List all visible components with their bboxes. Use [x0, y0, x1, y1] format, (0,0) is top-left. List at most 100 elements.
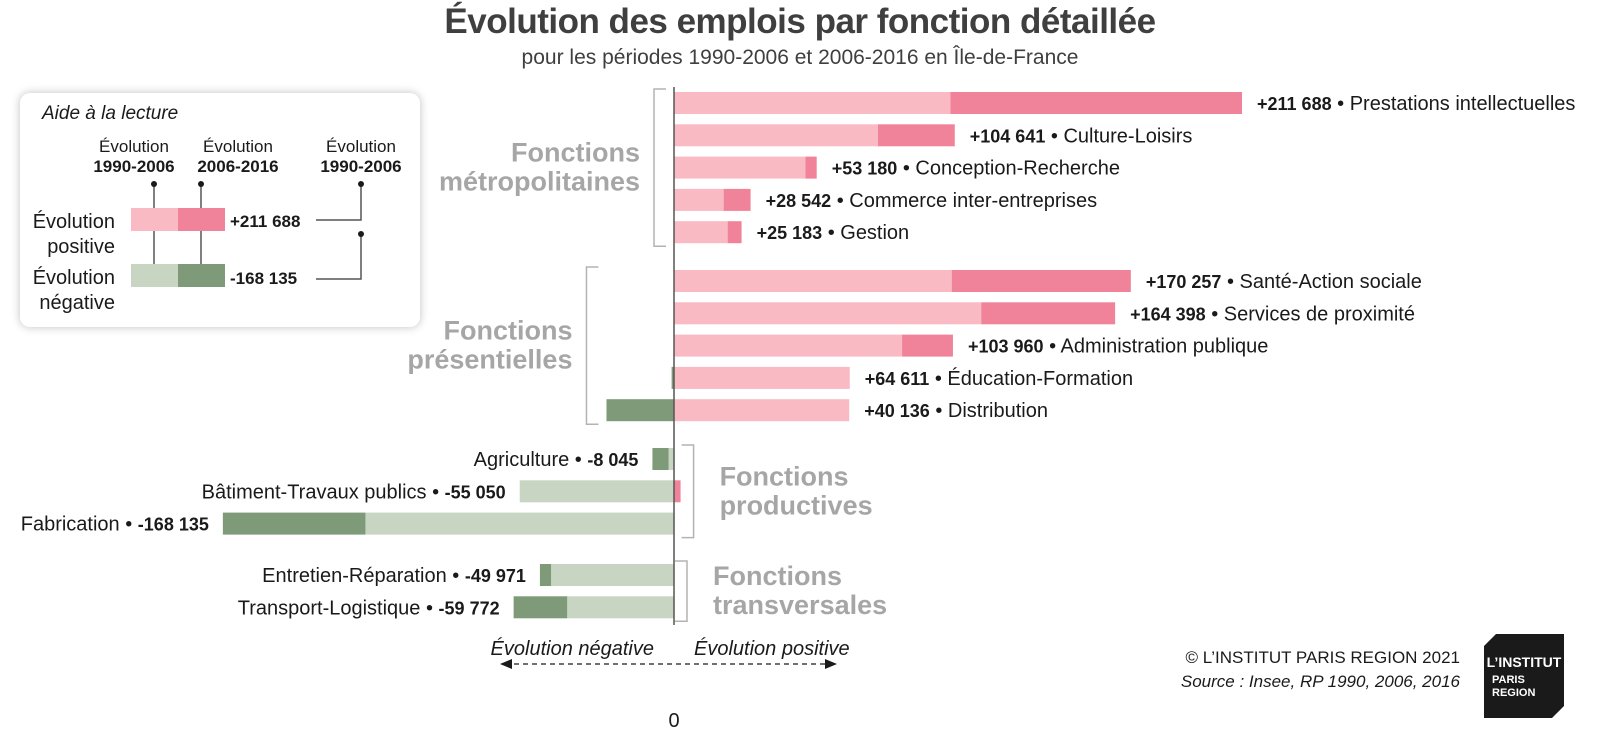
bar-administration-publique-2006-2016 [902, 334, 953, 357]
bar-gestion-2006-2016 [727, 221, 742, 244]
bar-agriculture-1990-2006 [668, 448, 674, 470]
group-label-fonctions-metropolitaines: métropolitaines [439, 167, 640, 197]
category-label: • Services de proximité [1206, 303, 1415, 325]
value-label: +40 136 [864, 401, 930, 421]
legend-negative-value: -168 135 [230, 269, 297, 288]
bar-transport-logistique-1990-2006 [567, 596, 674, 619]
legend-swatch-pos-2006-2016 [178, 208, 225, 231]
bar-education-formation-2006-2016 [671, 366, 674, 389]
bar-gestion-1990-2006 [674, 221, 728, 244]
label-batiment-travaux-publics: Bâtiment-Travaux publics • -55 050 [202, 481, 506, 503]
bar-entretien-reparation-2006-2016 [539, 564, 552, 586]
bar-education-formation-1990-2006 [674, 366, 850, 389]
bar-transport-logistique-2006-2016 [513, 596, 568, 619]
bar-prestations-intellectuelles-1990-2006 [674, 92, 951, 114]
legend-col1-line1: Évolution [99, 137, 169, 156]
bar-fabrication-2006-2016 [222, 512, 366, 535]
legend-positive-label-line2: positive [47, 236, 115, 258]
value-label: -8 045 [587, 450, 638, 470]
group-label-fonctions-transversales: transversales [713, 590, 887, 620]
bar-commerce-inter-entreprises-2006-2016 [723, 188, 751, 211]
value-label: +170 257 [1146, 272, 1222, 292]
value-label: -49 971 [465, 566, 526, 586]
category-label: • Commerce inter-entreprises [831, 190, 1097, 212]
label-sante-action-sociale: +170 257 • Santé-Action sociale [1146, 271, 1422, 293]
group-label-fonctions-productives: Fonctions [720, 461, 849, 491]
bracket-fonctions-presentielles [585, 266, 599, 425]
bar-services-de-proximite-1990-2006 [674, 302, 982, 325]
value-label: +103 960 [968, 337, 1044, 357]
bar-commerce-inter-entreprises-1990-2006 [674, 188, 724, 211]
bracket-fonctions-transversales [675, 560, 688, 623]
legend-positive-label-line1: Évolution [33, 210, 115, 233]
legend-swatch-neg-2006-2016 [178, 264, 225, 287]
category-label: • Administration publique [1044, 336, 1269, 358]
legend-title: Aide à la lecture [41, 103, 178, 124]
logo-line1: L’INSTITUT [1487, 654, 1562, 670]
category-label: • Gestion [822, 222, 909, 244]
label-agriculture: Agriculture • -8 045 [474, 449, 639, 471]
bar-distribution-2006-2016 [606, 399, 674, 422]
direction-arrow [500, 659, 837, 669]
group-label-fonctions-metropolitaines: Fonctions [511, 138, 640, 168]
value-label: -55 050 [445, 482, 506, 502]
legend-col1-line2: 1990-2006 [93, 157, 174, 176]
logo-line2: PARIS [1492, 674, 1525, 686]
bracket-fonctions-metropolitaines [653, 88, 666, 247]
label-gestion: +25 183 • Gestion [757, 222, 910, 244]
category-label: • Culture-Loisirs [1045, 125, 1192, 147]
labels-layer: +211 688 • Prestations intellectuelles +1… [21, 88, 1575, 623]
group-label-fonctions-presentielles: Fonctions [443, 316, 572, 346]
bar-agriculture-2006-2016 [652, 448, 669, 470]
bar-fabrication-1990-2006 [365, 512, 674, 535]
label-distribution: +40 136 • Distribution [864, 400, 1048, 422]
group-label-fonctions-productives: productives [720, 490, 873, 520]
legend-col2-line1: Évolution [203, 137, 273, 156]
value-label: +164 398 [1130, 304, 1206, 324]
bar-distribution-1990-2006 [674, 399, 850, 422]
legend-swatch-pos-1990-2006 [131, 208, 178, 231]
value-label: +28 542 [766, 191, 832, 211]
value-label: +104 641 [970, 126, 1046, 146]
legend-pointer-total-pos [316, 184, 362, 221]
source-text: Source : Insee, RP 1990, 2006, 2016 [1180, 672, 1460, 691]
category-label: Entretien-Réparation • [262, 565, 465, 587]
category-label: • Prestations intellectuelles [1332, 93, 1576, 115]
bar-culture-loisirs-2006-2016 [877, 124, 955, 147]
bar-conception-recherche-2006-2016 [805, 156, 817, 179]
bars-layer [222, 92, 1242, 619]
legend-pointer-dot [151, 181, 157, 187]
bar-prestations-intellectuelles-2006-2016 [950, 92, 1242, 114]
bar-entretien-reparation-1990-2006 [551, 564, 674, 586]
arrow-left-head [500, 659, 512, 669]
legend-negative-label-line1: Évolution [33, 266, 115, 289]
legend-col2-line2: 2006-2016 [197, 157, 278, 176]
bar-culture-loisirs-1990-2006 [674, 124, 878, 147]
category-label: Fabrication • [21, 514, 138, 536]
bar-sante-action-sociale-1990-2006 [674, 270, 952, 292]
logo-background [1484, 634, 1564, 718]
category-label: • Conception-Recherche [897, 158, 1120, 180]
value-label: -59 772 [439, 598, 500, 618]
legend-box: Aide à la lecture Évolution 1990-2006 Év… [20, 93, 420, 327]
arrow-right-head [825, 659, 837, 669]
label-transport-logistique: Transport-Logistique • -59 772 [238, 597, 500, 619]
group-label-fonctions-presentielles: présentielles [407, 345, 572, 375]
logo-line3: REGION [1492, 687, 1535, 699]
chart-subtitle: pour les périodes 1990-2006 et 2006-2016… [521, 46, 1079, 69]
category-label: • Santé-Action sociale [1221, 271, 1421, 293]
category-label: Bâtiment-Travaux publics • [202, 481, 445, 503]
legend-col3-line1: Évolution [326, 137, 396, 156]
label-prestations-intellectuelles: +211 688 • Prestations intellectuelles [1257, 93, 1575, 115]
legend-pointer-dot [358, 181, 364, 187]
label-fabrication: Fabrication • -168 135 [21, 514, 209, 536]
category-label: • Distribution [930, 400, 1048, 422]
label-conception-recherche: +53 180 • Conception-Recherche [832, 158, 1120, 180]
bar-batiment-travaux-publics-2006-2016 [674, 480, 681, 503]
chart-title: Évolution des emplois par fonction détai… [444, 2, 1156, 41]
label-commerce-inter-entreprises: +28 542 • Commerce inter-entreprises [766, 190, 1098, 212]
legend-negative-label-line2: négative [39, 292, 115, 314]
category-label: Transport-Logistique • [238, 597, 439, 619]
axis-zero-label: 0 [668, 710, 679, 732]
